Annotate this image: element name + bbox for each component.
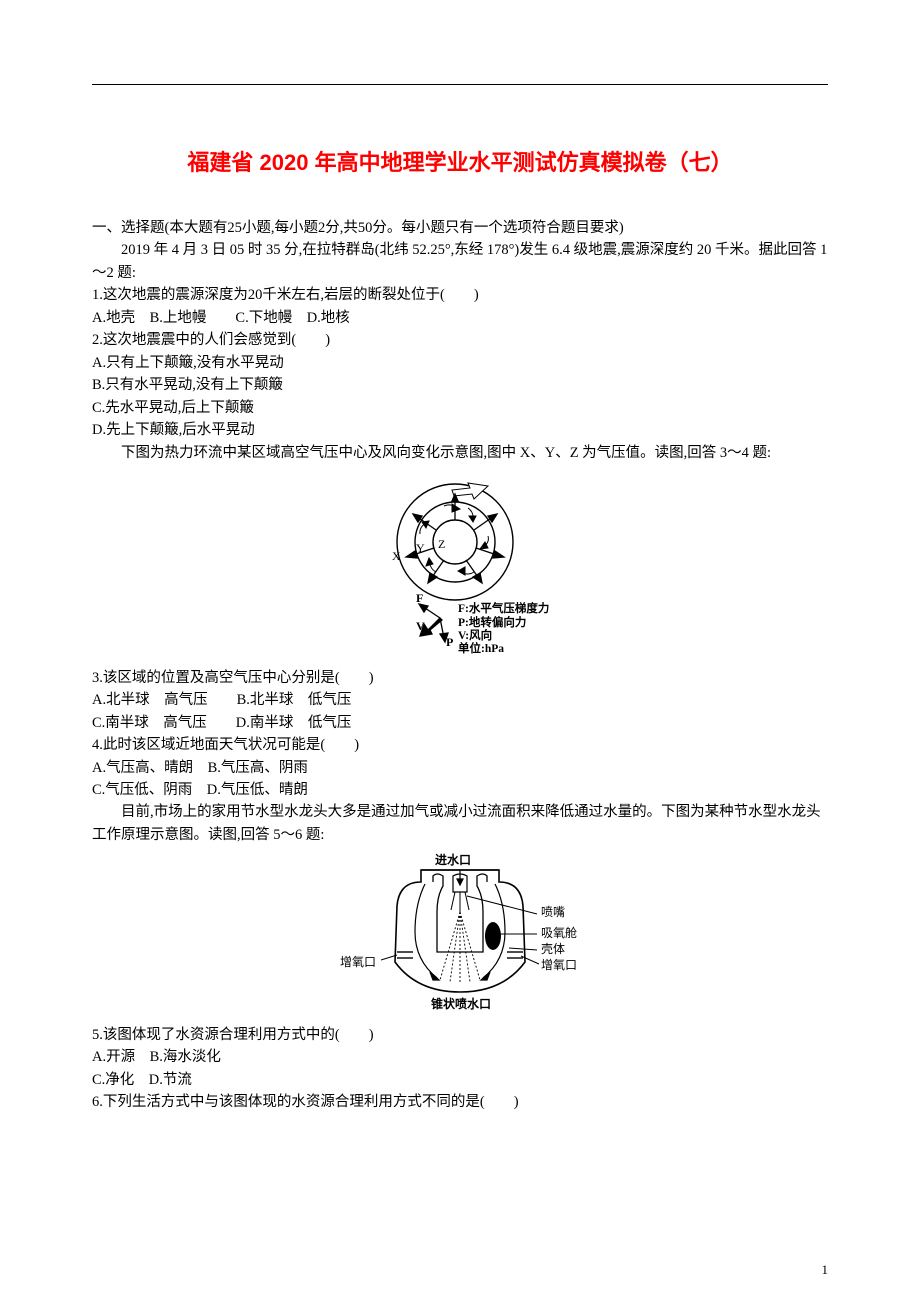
q3-row1: A.北半球 高气压 B.北半球 低气压 xyxy=(92,689,828,711)
fig1-legend-p: P:地转偏向力 xyxy=(458,615,526,629)
fig2-cone: 锥状喷水口 xyxy=(431,996,491,1011)
q1-stem: 1.这次地震的震源深度为20千米左右,岩层的断裂处位于( ) xyxy=(92,284,828,306)
page-number: 1 xyxy=(822,1262,829,1278)
fig2-aer-left: 增氧口 xyxy=(340,955,376,969)
fig1-label-x: X xyxy=(392,549,401,563)
fig2-inlet: 进水口 xyxy=(435,852,471,867)
q4-row1: A.气压高、晴朗 B.气压高、阴雨 xyxy=(92,757,828,779)
section-heading: 一、选择题(本大题有25小题,每小题2分,共50分。每小题只有一个选项符合题目要… xyxy=(92,217,828,239)
fig1-label-v: V xyxy=(416,619,425,633)
passage-3: 目前,市场上的家用节水型水龙头大多是通过加气或减小过流面积来降低通过水量的。下图… xyxy=(92,801,828,846)
passage-2: 下图为热力环流中某区域高空气压中心及风向变化示意图,图中 X、Y、Z 为气压值。… xyxy=(92,442,828,464)
fig1-label-y: Y xyxy=(416,541,425,555)
document-body: 一、选择题(本大题有25小题,每小题2分,共50分。每小题只有一个选项符合题目要… xyxy=(92,217,828,1114)
fig2-nozzle: 喷嘴 xyxy=(541,905,565,919)
q4-row2: C.气压低、阴雨 D.气压低、晴朗 xyxy=(92,779,828,801)
fig1-label-f: F xyxy=(416,591,423,605)
figure-faucet-diagram: 进水口 xyxy=(92,852,828,1019)
fig1-legend-f: F:水平气压梯度力 xyxy=(458,601,549,615)
q3-row2: C.南半球 高气压 D.南半球 低气压 xyxy=(92,712,828,734)
q5-row1: A.开源 B.海水淡化 xyxy=(92,1046,828,1068)
q2-opt-d: D.先上下颠簸,后水平晃动 xyxy=(92,419,828,441)
q2-stem: 2.这次地震震中的人们会感觉到( ) xyxy=(92,329,828,351)
fig1-label-p: P xyxy=(446,635,453,649)
fig1-unit: 单位:hPa xyxy=(458,641,504,655)
q3-stem: 3.该区域的位置及高空气压中心分别是( ) xyxy=(92,667,828,689)
fig1-legend-v: V:风向 xyxy=(458,628,492,642)
q2-opt-a: A.只有上下颠簸,没有水平晃动 xyxy=(92,352,828,374)
q4-stem: 4.此时该区域近地面天气状况可能是( ) xyxy=(92,734,828,756)
q2-opt-c: C.先水平晃动,后上下颠簸 xyxy=(92,397,828,419)
fig1-label-z: Z xyxy=(438,537,445,551)
q2-opt-b: B.只有水平晃动,没有上下颠簸 xyxy=(92,374,828,396)
figure-pressure-diagram: X Y Z F V P F:水平气压梯度力 P:地转偏向力 V:风向 单位:hP… xyxy=(92,470,828,662)
q6-stem: 6.下列生活方式中与该图体现的水资源合理利用方式不同的是( ) xyxy=(92,1091,828,1113)
q5-row2: C.净化 D.节流 xyxy=(92,1069,828,1091)
fig2-oxygen: 吸氧舱 xyxy=(541,926,577,940)
fig2-aer-right: 增氧口 xyxy=(541,958,577,972)
passage-1: 2019 年 4 月 3 日 05 时 35 分,在拉特群岛(北纬 52.25°… xyxy=(92,239,828,284)
q5-stem: 5.该图体现了水资源合理利用方式中的( ) xyxy=(92,1024,828,1046)
document-title: 福建省 2020 年高中地理学业水平测试仿真模拟卷（七） xyxy=(92,145,828,177)
q1-options: A.地壳 B.上地幔 C.下地幔 D.地核 xyxy=(92,307,828,329)
page-divider xyxy=(92,84,828,85)
fig2-shell: 壳体 xyxy=(541,942,565,956)
